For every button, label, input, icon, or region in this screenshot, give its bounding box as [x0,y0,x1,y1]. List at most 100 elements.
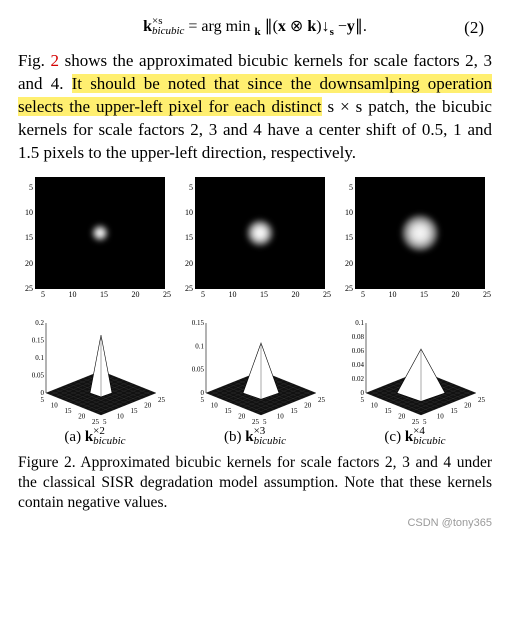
subcap-k: k [85,429,93,445]
svg-text:0.04: 0.04 [352,361,365,369]
heatmap-a: 5 10 15 20 25 5 10 15 20 25 [21,175,169,301]
svg-text:15: 15 [291,407,299,415]
eq-sub1: bicubic [152,27,184,37]
eq-down-sub: s [330,26,334,38]
svg-text:0.1: 0.1 [195,342,204,350]
figure-reference[interactable]: 2 [51,51,60,70]
heatmap-b-yaxis: 5 10 15 20 25 [181,175,193,303]
ytick: 20 [345,259,353,270]
eq-otimes: ⊗ [286,18,307,35]
svg-text:10: 10 [371,401,379,409]
heatmap-b-xaxis: 5 10 15 20 25 [195,290,337,301]
svg-text:0.05: 0.05 [192,365,205,373]
xtick: 15 [420,290,428,301]
heatmap-c-xaxis: 5 10 15 20 25 [355,290,497,301]
xtick: 25 [483,290,491,301]
xtick: 20 [452,290,460,301]
eq-min-sub: k [254,26,260,38]
subcap-label: (c) [384,429,404,445]
svg-text:25: 25 [158,396,166,404]
subcaption-c: (c) k×4bicubic [384,427,445,447]
surface-row: 0.20.150.10.050551010151520202525 (a) k×… [18,305,492,447]
heatmap-c-image [355,177,485,289]
svg-text:10: 10 [117,412,125,420]
surface-panel-a: 0.20.150.10.050551010151520202525 (a) k×… [18,305,172,447]
body-paragraph: Fig. 2 shows the approximated bicubic ke… [18,50,492,165]
watermark: CSDN @tony365 [407,516,492,531]
subcaption-b: (b) k×3bicubic [224,427,286,447]
heatmap-b: 5 10 15 20 25 5 10 15 20 25 [181,175,329,301]
svg-text:25: 25 [478,396,486,404]
svg-text:10: 10 [437,412,445,420]
subcap-k: k [405,429,413,445]
svg-text:5: 5 [41,396,45,404]
figure-caption: Figure 2. Approximated bicubic kernels f… [18,453,492,513]
xtick: 10 [389,290,397,301]
svg-text:20: 20 [398,412,406,420]
eq-norm-open: ∥( [265,18,278,35]
eq-norm-close: ∥. [355,18,367,35]
svg-text:15: 15 [451,407,459,415]
heatmap-row: 5 10 15 20 25 5 10 15 20 25 5 10 15 20 [18,175,492,301]
heatmap-c: 5 10 15 20 25 5 10 15 20 25 [341,175,489,301]
eq-down: )↓ [316,18,329,35]
svg-text:25: 25 [318,396,326,404]
heatmap-a-image [35,177,165,289]
ytick: 25 [345,284,353,295]
ytick: 15 [25,233,33,244]
svg-text:20: 20 [464,401,472,409]
subcap-subsup: ×2bicubic [93,427,125,447]
svg-text:15: 15 [225,407,233,415]
kernel-blob [402,215,438,251]
ytick: 5 [189,183,193,194]
ytick: 10 [185,208,193,219]
eq-minus: − [338,18,347,35]
eq-argmin: = arg min [188,18,254,35]
ytick: 15 [345,233,353,244]
svg-text:15: 15 [65,407,73,415]
kernel-blob [92,225,108,241]
subcap-label: (b) [224,429,245,445]
svg-text:0.15: 0.15 [192,319,205,327]
eq-x: x [278,18,286,35]
subcap-sub: bicubic [413,437,445,447]
heatmap-c-yaxis: 5 10 15 20 25 [341,175,353,303]
surface-c-plot: 0.10.080.060.040.020551010151520202525 [341,305,489,425]
xtick: 20 [132,290,140,301]
eq-y: y [347,18,355,35]
heatmap-panel-c: 5 10 15 20 25 5 10 15 20 25 [338,175,492,301]
equation-number: (2) [464,17,484,40]
ytick: 10 [25,208,33,219]
surface-b-plot: 0.150.10.050551010151520202525 [181,305,329,425]
svg-text:20: 20 [78,412,86,420]
surface-a-plot: 0.20.150.10.050551010151520202525 [21,305,169,425]
svg-text:10: 10 [277,412,285,420]
subcap-k: k [245,429,253,445]
svg-text:5: 5 [201,396,205,404]
ytick: 10 [345,208,353,219]
eq-k1: k [143,18,152,35]
svg-text:5: 5 [361,396,365,404]
surface-panel-b: 0.150.10.050551010151520202525 (b) k×3bi… [178,305,332,447]
xtick: 5 [361,290,365,301]
surface-b: 0.150.10.050551010151520202525 [181,305,329,425]
eq-k1-subsup: ×sbicubic [152,17,184,37]
svg-text:10: 10 [211,401,219,409]
svg-text:5: 5 [423,418,427,425]
xtick: 5 [201,290,205,301]
heatmap-panel-b: 5 10 15 20 25 5 10 15 20 25 [178,175,332,301]
subcap-sub: bicubic [254,437,286,447]
svg-text:15: 15 [131,407,139,415]
heatmap-a-yaxis: 5 10 15 20 25 [21,175,33,303]
surface-c: 0.10.080.060.040.020551010151520202525 [341,305,489,425]
ytick: 20 [25,259,33,270]
svg-text:0.05: 0.05 [32,371,45,379]
kernel-blob [247,220,273,246]
svg-text:15: 15 [385,407,393,415]
svg-text:20: 20 [144,401,152,409]
svg-text:0.15: 0.15 [32,336,45,344]
xtick: 15 [260,290,268,301]
xtick: 10 [229,290,237,301]
xtick: 20 [292,290,300,301]
surface-a: 0.20.150.10.050551010151520202525 [21,305,169,425]
